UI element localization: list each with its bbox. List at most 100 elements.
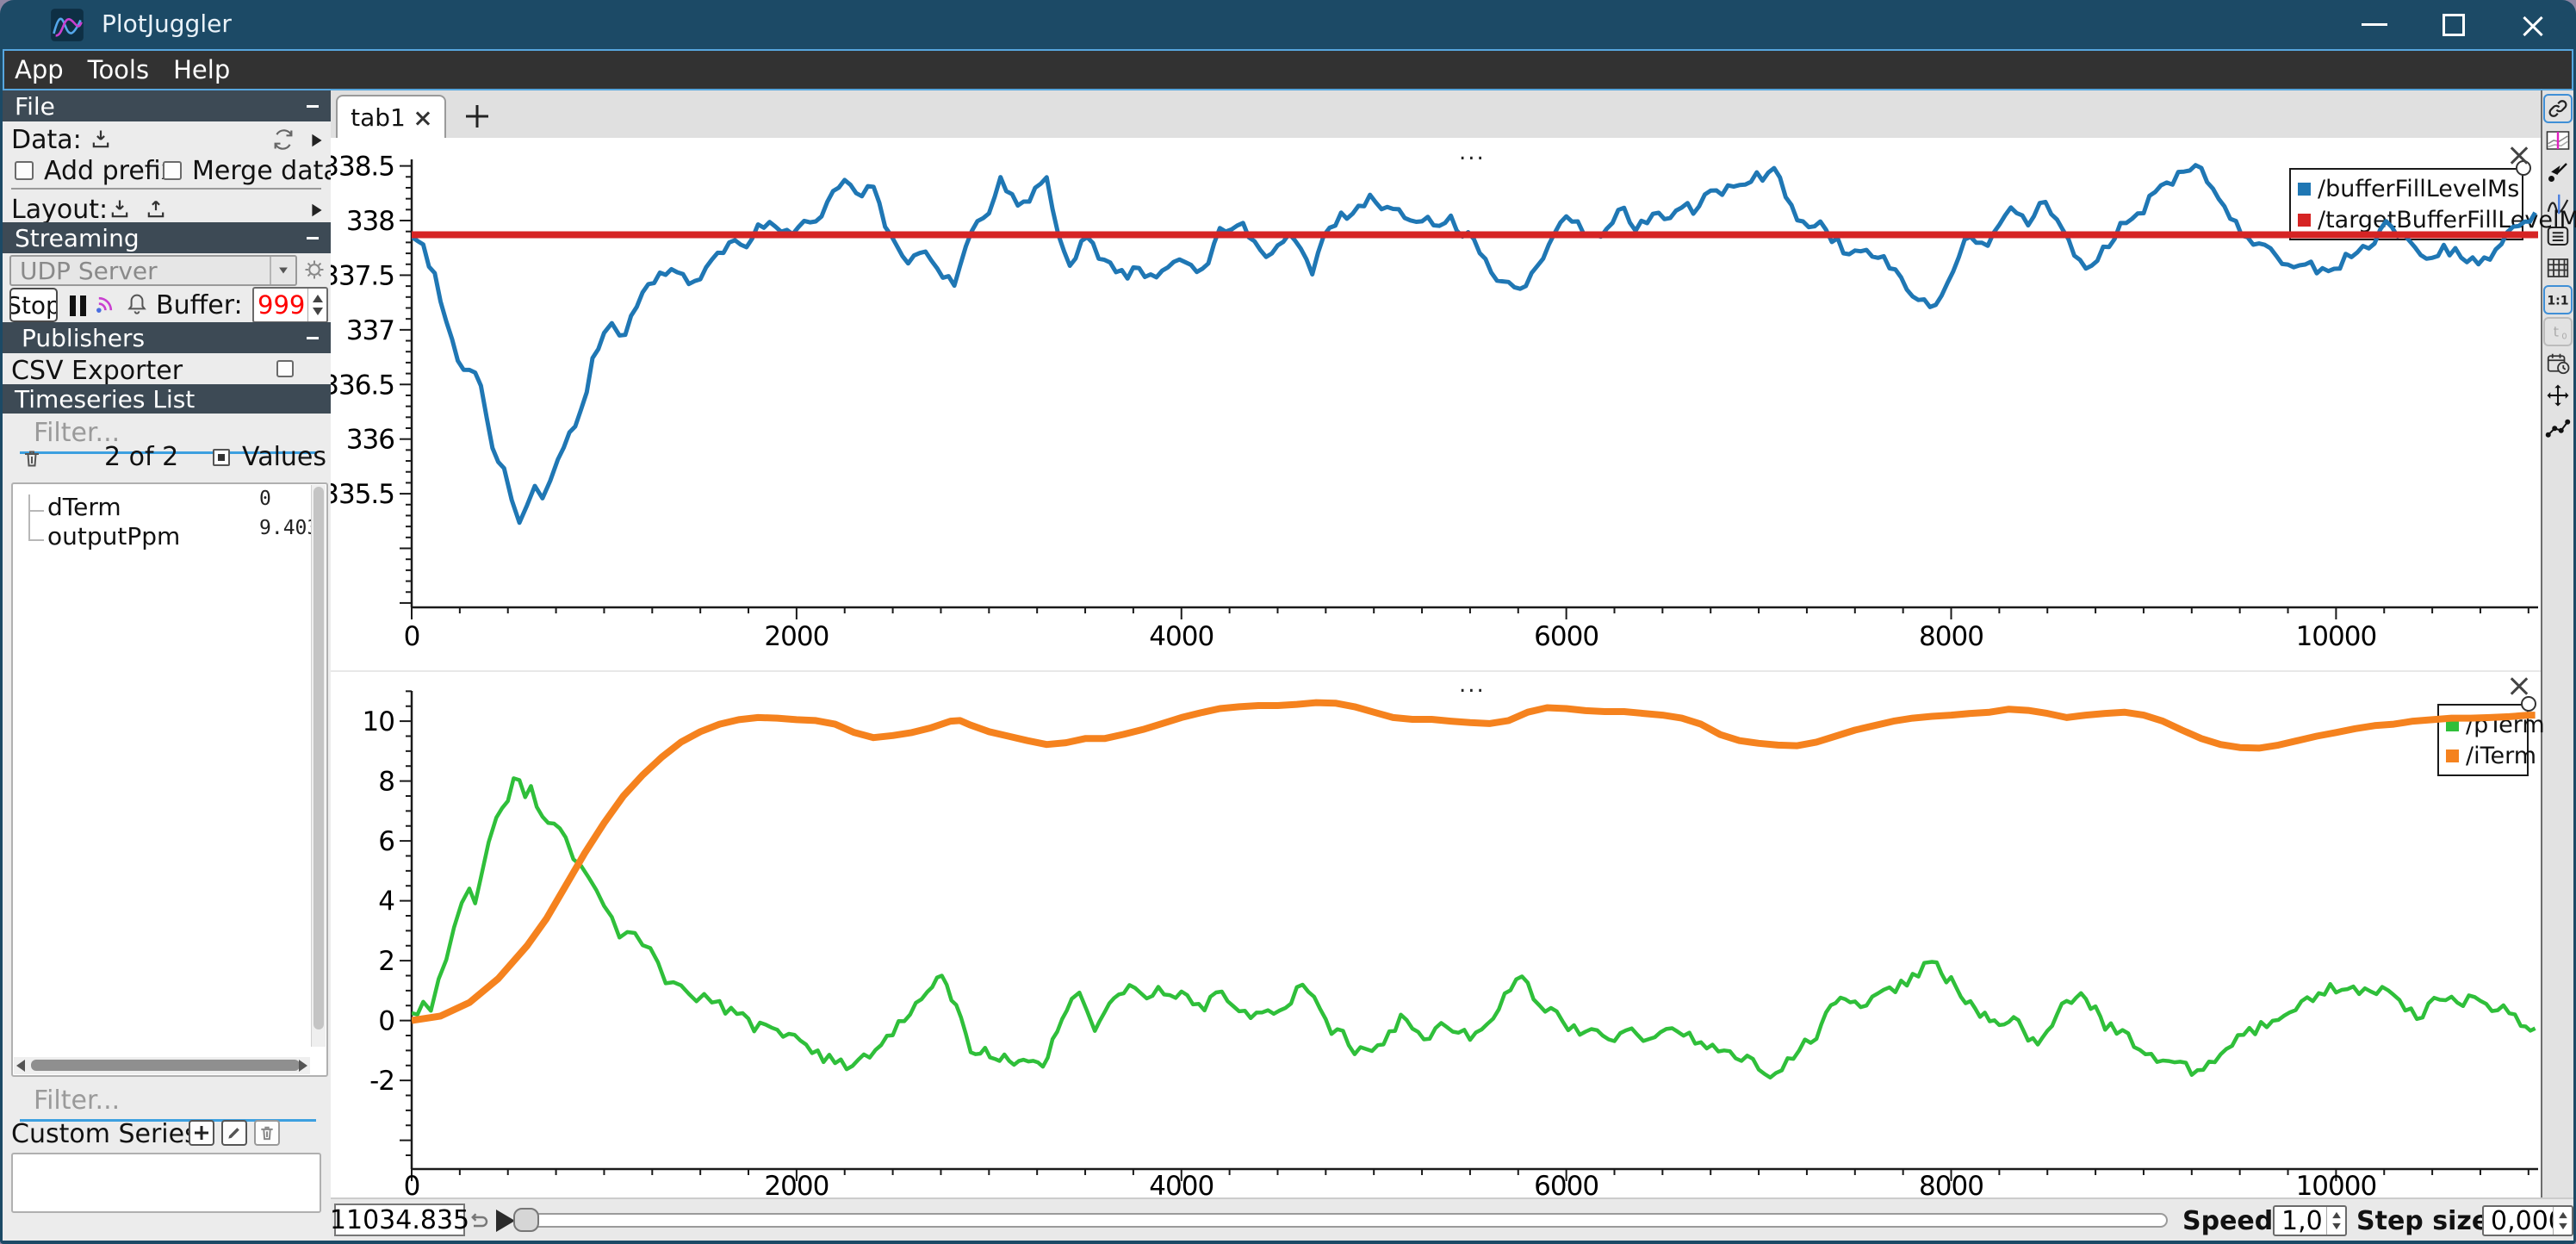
streaming-source-value: UDP Server (20, 256, 158, 285)
custom-series-filter-input[interactable] (20, 1084, 316, 1122)
legend-entry[interactable]: /iTerm (2446, 740, 2536, 771)
plot-legend[interactable]: /pTerm/iTerm (2437, 696, 2545, 776)
section-header-file[interactable]: File (3, 90, 331, 121)
loop-playback-icon[interactable] (465, 1209, 491, 1235)
tree-vertical-scrollbar[interactable] (311, 485, 326, 1047)
speed-spinbox[interactable]: 1,0 (2273, 1205, 2347, 1236)
samples-icon[interactable] (2543, 413, 2573, 442)
scroll-left-icon[interactable] (16, 1060, 25, 1072)
title-bar: PlotJuggler (0, 0, 2576, 49)
section-header-publishers[interactable]: Publishers (3, 322, 331, 353)
values-checkbox[interactable] (213, 449, 230, 466)
svg-text:0: 0 (2561, 333, 2567, 342)
tab-close-icon[interactable] (414, 109, 431, 126)
save-layout-icon[interactable] (144, 197, 168, 221)
tab-tab1[interactable]: tab1 (336, 95, 446, 138)
svg-text:4: 4 (378, 886, 394, 917)
add-prefix-checkbox[interactable] (15, 161, 34, 180)
layout-menu-arrow-icon[interactable] (312, 203, 322, 217)
merge-data-checkbox[interactable] (163, 161, 182, 180)
grid-icon[interactable] (2543, 253, 2573, 283)
svg-text:0: 0 (378, 1006, 394, 1037)
section-header-streaming[interactable]: Streaming (3, 222, 331, 253)
custom-series-list[interactable] (11, 1153, 321, 1213)
spin-arrows[interactable] (2326, 1207, 2345, 1235)
layout-label: Layout: (11, 195, 109, 225)
menu-item-app[interactable]: App (15, 55, 64, 84)
delete-custom-series-button[interactable] (254, 1120, 280, 1146)
curve-editor-icon[interactable] (2543, 190, 2573, 219)
play-button[interactable] (496, 1210, 515, 1232)
sidebar: File Data: Add prefix Merge data Layout:… (3, 90, 331, 1241)
current-time-box[interactable]: 11034.835 (330, 1204, 469, 1236)
minimize-button[interactable] (2337, 0, 2412, 49)
legend-drag-handle[interactable] (2521, 696, 2536, 712)
ratio-1-1-icon[interactable]: 1:1 (2543, 285, 2573, 314)
svg-text:0: 0 (404, 621, 420, 652)
step-size-label: Step size: (2356, 1206, 2500, 1236)
step-size-value: 0,000 (2491, 1205, 2553, 1236)
close-button[interactable] (2495, 0, 2571, 49)
tree-item-outputPpm[interactable]: outputPpm (47, 522, 181, 550)
plot-close-button[interactable] (2508, 674, 2530, 696)
spin-arrows[interactable] (307, 289, 326, 321)
streaming-options-gear-icon[interactable] (302, 258, 326, 282)
slider-handle[interactable] (513, 1208, 539, 1232)
link-icon[interactable] (2543, 94, 2573, 123)
plot-buffer-fill-level[interactable]: /bufferFillLevelMs/targetBufferFillLevel… (331, 138, 2576, 670)
maximize-button[interactable] (2416, 0, 2492, 49)
menu-item-help[interactable]: Help (173, 55, 231, 84)
streaming-source-select[interactable]: UDP Server (9, 255, 297, 286)
load-data-icon[interactable] (89, 128, 113, 152)
notification-bell-icon[interactable] (125, 291, 149, 315)
svg-text:6000: 6000 (1534, 621, 1598, 652)
menu-item-tools[interactable]: Tools (87, 55, 150, 84)
load-layout-icon[interactable] (108, 197, 132, 221)
plot-pid-terms[interactable]: /pTerm/iTerm 0 2000 4000 6000 8000 10000 -2 0 2 4 6… (331, 670, 2545, 1199)
window-title: PlotJuggler (102, 9, 232, 38)
data-menu-arrow-icon[interactable] (312, 134, 322, 147)
csv-exporter-checkbox[interactable] (276, 360, 294, 377)
svg-text:0: 0 (404, 1171, 420, 1199)
step-size-spinbox[interactable]: 0,000 (2482, 1205, 2573, 1236)
reload-data-icon[interactable] (271, 128, 295, 152)
svg-text:335.5: 335.5 (331, 479, 394, 510)
buffer-spinbox[interactable]: 999=inf (252, 287, 328, 323)
section-title: File (15, 91, 55, 121)
scroll-right-icon[interactable] (299, 1060, 307, 1072)
timeline-slider[interactable] (516, 1213, 2168, 1228)
new-tab-button[interactable] (458, 97, 496, 135)
svg-text:6000: 6000 (1534, 1171, 1598, 1199)
zoom-to-point-icon[interactable] (2543, 158, 2573, 187)
plot-title[interactable]: ... (1459, 672, 1486, 698)
spin-arrows[interactable] (2553, 1207, 2572, 1235)
move-icon[interactable] (2543, 381, 2573, 410)
timeseries-tree[interactable]: dTerm 0 outputPpm 9.403 (11, 482, 328, 1077)
chevron-down-icon (270, 257, 295, 284)
plot-close-button[interactable] (2508, 143, 2530, 165)
edit-custom-series-button[interactable] (221, 1120, 247, 1146)
tree-item-dTerm[interactable]: dTerm (47, 493, 121, 521)
divider (11, 188, 321, 190)
list-icon[interactable] (2543, 221, 2573, 251)
clear-list-trash-icon[interactable] (22, 448, 42, 469)
plot-title[interactable]: ... (1459, 140, 1486, 165)
stop-streaming-button[interactable]: Stop (9, 288, 58, 322)
section-title: Streaming (15, 223, 140, 252)
speed-label: Speed: (2182, 1206, 2284, 1236)
date-time-icon[interactable] (2543, 349, 2573, 378)
merge-data-label: Merge data (192, 156, 331, 186)
timeseries-filter-input[interactable] (20, 416, 316, 454)
scrollbar-thumb[interactable] (31, 1060, 300, 1071)
svg-text:2000: 2000 (764, 621, 829, 652)
svg-text:338.5: 338.5 (331, 152, 394, 183)
add-custom-series-button[interactable] (189, 1120, 214, 1146)
collapse-icon (307, 336, 319, 339)
tree-horizontal-scrollbar[interactable] (14, 1057, 310, 1074)
tab-bar: tab1 (331, 90, 2541, 138)
legend-entry[interactable]: /bufferFillLevelMs (2298, 173, 2519, 204)
curve-tracker-icon[interactable] (2543, 126, 2573, 155)
svg-text:336.5: 336.5 (331, 370, 394, 401)
pause-icon[interactable] (70, 295, 76, 316)
